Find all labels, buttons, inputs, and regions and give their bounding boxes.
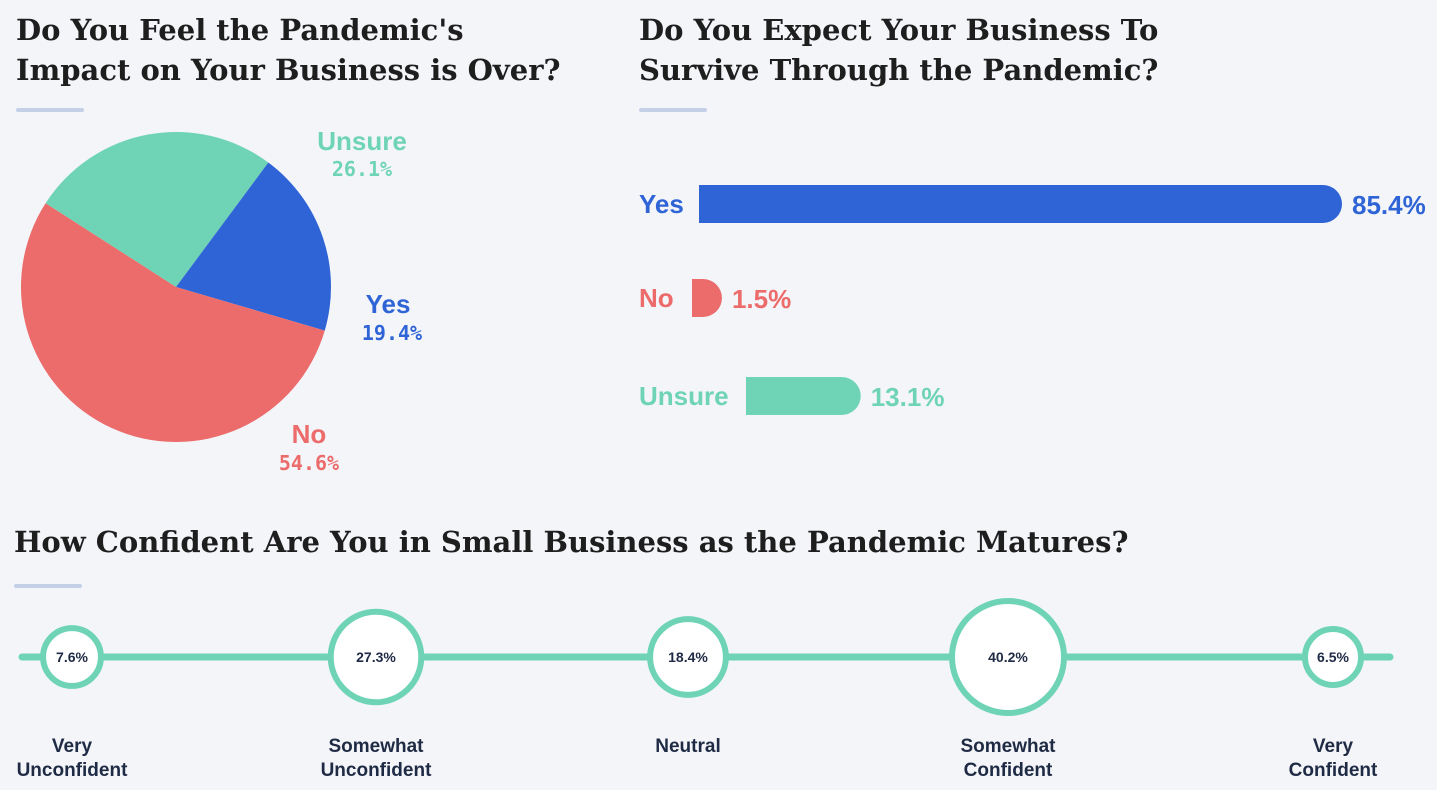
- pie-value-no: 54.6%: [279, 451, 339, 475]
- bar-value-unsure: 13.1%: [871, 382, 945, 412]
- scale-value-4: 40.2%: [988, 649, 1028, 665]
- bar-label-yes: Yes: [639, 189, 684, 219]
- bar-value-no: 1.5%: [732, 284, 791, 314]
- scale-category-1-line-2: Unconfident: [17, 760, 128, 781]
- bar-chart-title: Do You Expect Your Business To Survive T…: [639, 10, 1158, 90]
- bar-label-no: No: [639, 283, 674, 313]
- scale-value-5: 6.5%: [1317, 649, 1349, 665]
- bar-title-line-2: Survive Through the Pandemic?: [639, 53, 1159, 87]
- scale-category-2-line-2: Unconfident: [321, 760, 432, 781]
- scale-category-4-line-2: Confident: [964, 760, 1053, 781]
- pie-chart-title: Do You Feel the Pandemic's Impact on You…: [16, 10, 560, 90]
- pie-label-no: No: [292, 419, 327, 449]
- pie-value-unsure: 26.1%: [332, 157, 392, 181]
- pie-slice-unsure: [45, 132, 269, 287]
- scale-bubble-4: [949, 598, 1067, 716]
- scale-category-5-line-1: Very: [1313, 736, 1354, 757]
- scale-chart-title: How Confident Are You in Small Business …: [14, 522, 1128, 562]
- bar-yes: [699, 185, 1342, 223]
- scale-category-5-line-2: Confident: [1289, 760, 1378, 781]
- pie-title-line-1: Do You Feel the Pandemic's: [16, 13, 464, 47]
- pie-title-underline: [16, 108, 84, 112]
- pie-value-yes: 19.4%: [362, 321, 422, 345]
- bar-title-underline: [639, 108, 707, 112]
- scale-value-3: 18.4%: [668, 649, 708, 665]
- scale-category-3-line-1: Neutral: [655, 736, 720, 757]
- scale-bubble-1: [40, 625, 104, 689]
- bar-no: [692, 279, 722, 317]
- scale-value-1: 7.6%: [56, 649, 88, 665]
- bar-value-yes: 85.4%: [1352, 190, 1426, 220]
- scale-category-1-line-1: Very: [52, 736, 93, 757]
- scale-bubble-5: [1302, 626, 1364, 688]
- bar-title-line-1: Do You Expect Your Business To: [639, 13, 1159, 47]
- bar-unsure: [746, 377, 861, 415]
- pie-label-yes: Yes: [366, 289, 411, 319]
- pie-slice-no: [20, 203, 325, 443]
- scale-value-2: 27.3%: [356, 649, 396, 665]
- scale-title-line: How Confident Are You in Small Business …: [14, 525, 1129, 559]
- bar-label-unsure: Unsure: [639, 381, 729, 411]
- scale-bubble-3: [647, 616, 729, 698]
- pie-slice-yes: [176, 162, 331, 331]
- scale-category-4-line-1: Somewhat: [960, 736, 1056, 757]
- pie-title-line-2: Impact on Your Business is Over?: [16, 53, 561, 87]
- scale-category-2-line-1: Somewhat: [328, 736, 424, 757]
- pie-label-unsure: Unsure: [317, 126, 407, 156]
- scale-bubble-2: [327, 608, 425, 706]
- scale-title-underline: [14, 584, 82, 588]
